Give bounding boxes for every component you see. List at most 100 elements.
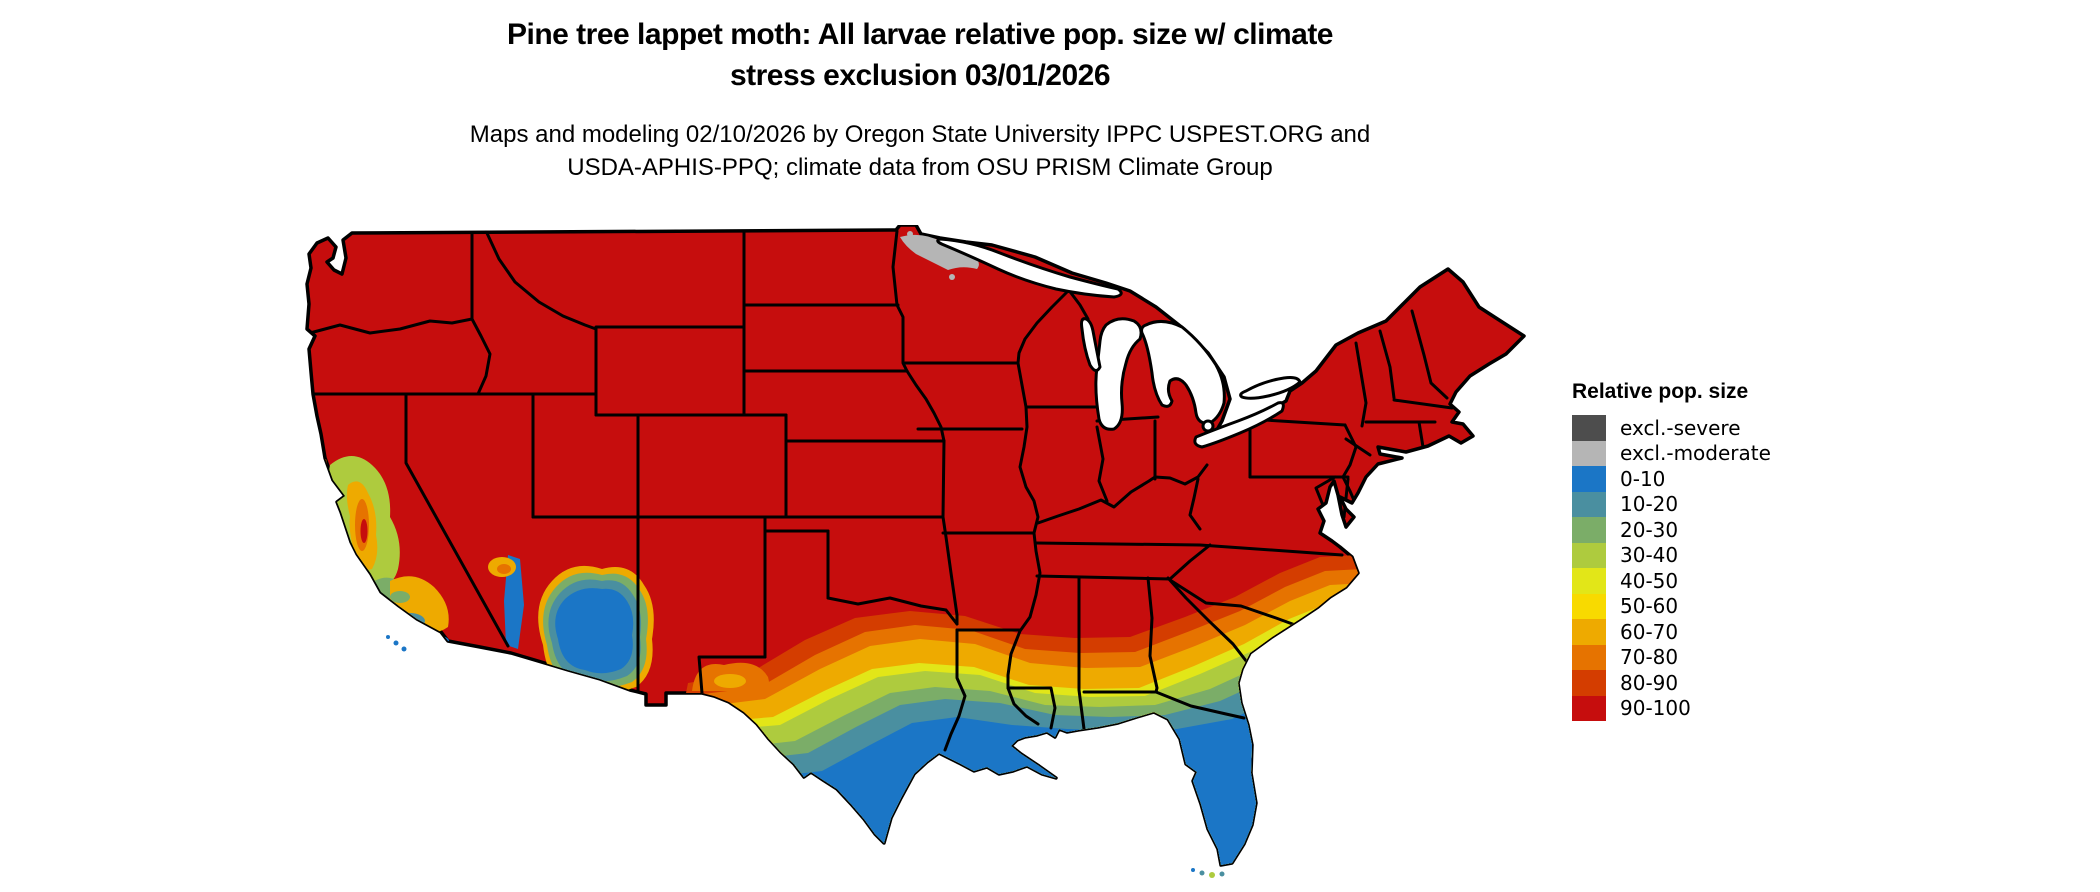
border-id-mt [484,229,598,331]
florida-keys-dot-3 [1209,872,1215,878]
legend-swatch-80-90 [1572,670,1606,696]
us-choropleth-map [300,223,1540,892]
border-nc-tn [1168,543,1212,581]
legend-row-50-60: 50-60 [1572,593,1872,619]
subtitle-line-1: Maps and modeling 02/10/2026 by Oregon S… [469,121,1371,148]
legend-row-40-50: 40-50 [1572,568,1872,594]
legend-swatch-60-70 [1572,619,1606,645]
border-nh-me [1410,309,1449,400]
legend-row-90-100: 90-100 [1572,695,1872,721]
border-tx-west [697,655,767,695]
border-md-de [1342,477,1350,519]
legend-label: 50-60 [1620,594,1679,619]
border-ohio-river [1036,463,1209,525]
border-al-ga [1146,576,1159,694]
legend-swatch-20-30 [1572,517,1606,543]
lake-huron [1140,320,1226,425]
nevada-south-orange-patch [497,564,511,574]
legend-swatch-90-100 [1572,695,1606,721]
border-vt-nh [1378,329,1396,400]
border-red-river [826,596,959,626]
border-fl-north [1082,690,1246,720]
legend-swatch-40-50 [1572,568,1606,594]
border-ms-al [1077,575,1086,731]
legend: Relative pop. size excl.-severe excl.-mod… [1572,380,1872,721]
socal-green-spot [390,591,410,603]
legend-swatch-excl.-moderate [1572,440,1606,466]
legend-label: 10-20 [1620,492,1679,517]
legend-row-20-30: 20-30 [1572,517,1872,543]
legend-label: 90-100 [1620,696,1691,721]
title-line-2: stress exclusion 03/01/2026 [729,59,1111,92]
legend-label: 30-40 [1620,543,1679,568]
legend-row-60-70: 60-70 [1572,619,1872,645]
legend-row-excl.-moderate: excl.-moderate [1572,440,1872,466]
lake-ontario [1239,376,1302,400]
border-wi-mi-up [1066,287,1090,321]
border-ca-nv-az [404,392,510,648]
legend-label: 70-80 [1620,645,1679,670]
new-mexico-south-gold [714,674,746,688]
border-il-in [1095,425,1109,503]
legend-label: 60-70 [1620,619,1679,644]
legend-swatch-0-10 [1572,466,1606,492]
legend-row-excl.-severe: excl.-severe [1572,415,1872,441]
map-svg [305,223,1526,878]
legend-swatch-30-40 [1572,542,1606,568]
border-ct-ri [1417,420,1425,449]
map-title: Pine tree lappet moth: All larvae relati… [320,14,1520,96]
legend-swatch-70-80 [1572,644,1606,670]
border-ok-ar-west [941,515,959,626]
border-ma-north [1392,398,1454,410]
arizona-core-0-10 [555,588,634,674]
legend-label: 20-30 [1620,517,1679,542]
legend-label: excl.-severe [1620,415,1741,440]
legend-swatch-10-20 [1572,491,1606,517]
minnesota-excl-moderate [900,234,979,270]
legend-row-30-40: 30-40 [1572,542,1872,568]
legend-row-80-90: 80-90 [1572,670,1872,696]
channel-island-dot-1 [393,640,399,646]
channel-island-dot-3 [386,635,390,639]
subtitle-line-2: USDA-APHIS-PPQ; climate data from OSU PR… [567,154,1273,181]
lake-erie [1193,401,1285,449]
border-ky-wv [1188,477,1202,531]
border-ky-tn-va-nc [1034,541,1344,557]
border-ks-mo [941,439,946,519]
border-nd-mn-red-river [891,229,909,373]
minnesota-gray-speck-3 [907,231,913,237]
border-ny-vt-ma-ct [1354,341,1368,428]
green-bay [1080,317,1102,372]
central-valley-red-streak [360,519,368,543]
legend-swatch-50-60 [1572,593,1606,619]
border-wa-or [308,317,474,335]
legend-label: 80-90 [1620,670,1679,695]
legend-label: 40-50 [1620,568,1679,593]
legend-title: Relative pop. size [1572,380,1749,403]
island-specks [386,635,1225,878]
colorado-river-strip [504,555,524,649]
border-la-ms [1006,686,1057,730]
legend-swatch-excl.-severe [1572,415,1606,441]
minnesota-gray-speck-2 [949,274,955,280]
legend-row-70-80: 70-80 [1572,644,1872,670]
legend-label: 0-10 [1620,466,1666,491]
channel-island-dot-2 [401,646,407,652]
border-mn-wi [1016,287,1072,365]
border-or-id [470,317,492,396]
florida-keys-dot-1 [1191,868,1195,872]
lake-superior [936,237,1123,299]
legend-row-0-10: 0-10 [1572,466,1872,492]
state-borders [308,229,1454,752]
legend-items: excl.-severe excl.-moderate 0-10 10-20 20-30… [1572,415,1872,721]
florida-keys-dot-4 [1219,871,1225,877]
border-mississippi-river [1006,361,1042,726]
title-line-1: Pine tree lappet moth: All larvae relati… [506,18,1334,51]
great-lakes [936,237,1302,449]
florida-keys-dot-2 [1199,870,1205,876]
border-tx-la [943,628,967,752]
map-subtitle: Maps and modeling 02/10/2026 by Oregon S… [320,118,1520,184]
legend-row-10-20: 10-20 [1572,491,1872,517]
border-ny-nj [1344,437,1372,457]
